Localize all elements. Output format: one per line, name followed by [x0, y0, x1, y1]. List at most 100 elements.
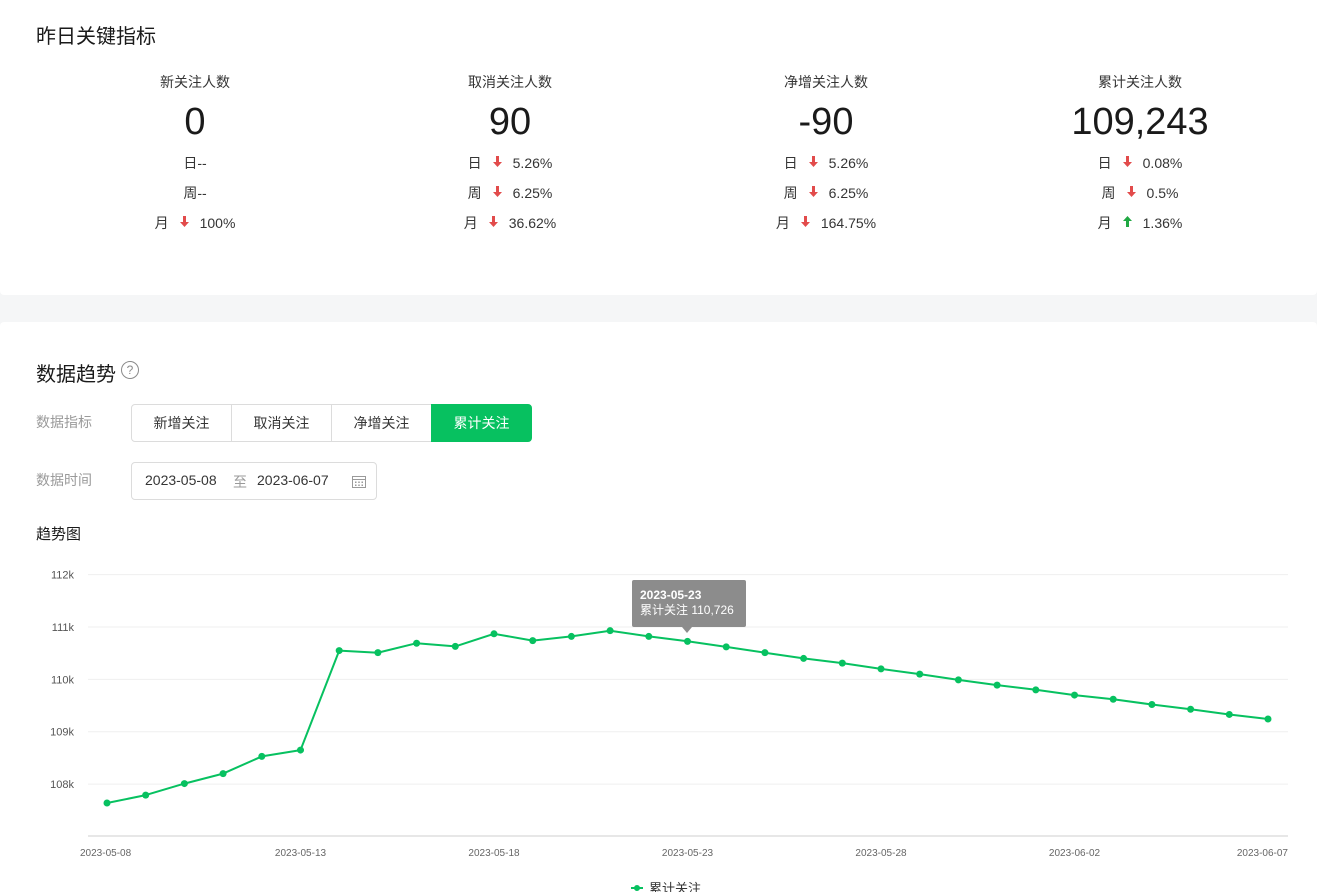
compare-period: 周 — [467, 185, 482, 201]
metric-compare-row: 周-- — [45, 176, 345, 206]
overview-card — [0, 0, 1317, 295]
metric-label: 净增关注人数 — [784, 74, 868, 90]
data-point — [1148, 701, 1156, 709]
data-point — [800, 654, 808, 662]
series-line — [106, 629, 1269, 804]
data-point — [451, 642, 459, 650]
metric-column: 新关注人数 0 日-- 周-- 月 100% — [45, 72, 345, 236]
metric-column: 净增关注人数 -90 日 5.26% 周 6.25% 月 164.75% — [676, 72, 976, 236]
tooltip-date: 2023-05-23 — [640, 588, 702, 602]
compare-period: 周-- — [183, 185, 207, 201]
compare-period: 日 — [783, 155, 798, 171]
date-end[interactable]: 2023-06-07 — [257, 472, 329, 488]
calendar-icon[interactable] — [351, 474, 367, 490]
compare-percent: 6.25% — [512, 185, 553, 201]
legend-label: 累计关注 — [649, 881, 702, 892]
x-tick-label: 2023-06-02 — [1049, 848, 1101, 859]
y-tick-label: 112k — [51, 570, 75, 582]
data-point — [297, 746, 304, 754]
metric-compare-row: 月 1.36% — [990, 206, 1290, 236]
data-point — [1071, 691, 1078, 699]
metric-value: 0 — [184, 101, 206, 143]
compare-period: 周 — [1101, 185, 1116, 201]
chart-legend[interactable]: 累计关注 — [631, 878, 701, 892]
metric-label: 取消关注人数 — [468, 74, 552, 90]
tab-total-follow[interactable]: 累计关注 — [431, 404, 532, 442]
compare-percent: 0.5% — [1146, 185, 1179, 201]
arrow-down-icon — [488, 183, 508, 203]
data-point — [529, 637, 537, 645]
compare-period: 日 — [467, 155, 482, 171]
metric-label: 新关注人数 — [160, 74, 230, 90]
compare-percent: 36.62% — [508, 215, 557, 231]
data-point — [645, 632, 653, 640]
arrow-down-icon — [804, 153, 824, 173]
data-point — [103, 799, 111, 807]
x-tick-label: 2023-05-18 — [468, 848, 520, 859]
compare-period: 日-- — [183, 155, 207, 171]
date-separator: 至 — [233, 474, 247, 490]
tab-unfollow[interactable]: 取消关注 — [231, 404, 332, 442]
compare-percent: 5.26% — [828, 155, 869, 171]
compare-percent: 6.25% — [828, 185, 869, 201]
compare-period: 日 — [1097, 155, 1112, 171]
compare-percent: 100% — [199, 215, 236, 231]
data-point — [916, 670, 924, 678]
x-tick-label: 2023-05-28 — [855, 848, 907, 859]
metric-value: -90 — [798, 101, 854, 143]
compare-period: 周 — [783, 185, 798, 201]
chart-tooltip: 2023-05-23 累计关注 110,726 — [632, 580, 746, 627]
metric-compare-row: 日 0.08% — [990, 146, 1290, 176]
data-point — [1225, 710, 1233, 718]
arrow-up-icon — [1118, 213, 1138, 233]
compare-percent: 5.26% — [512, 155, 553, 171]
tooltip-pointer — [682, 627, 692, 633]
metric-compare-row: 周 6.25% — [360, 176, 660, 206]
x-tick-label: 2023-05-13 — [275, 848, 327, 859]
data-point — [490, 630, 498, 638]
overview-title: 昨日关键指标 — [36, 26, 156, 48]
data-point — [142, 791, 150, 799]
tab-new-follow[interactable]: 新增关注 — [131, 404, 232, 442]
metric-compare-row: 日 5.26% — [360, 146, 660, 176]
compare-percent: 0.08% — [1142, 155, 1183, 171]
arrow-down-icon — [1118, 153, 1138, 173]
compare-period: 月 — [154, 215, 169, 231]
x-tick-label: 2023-05-23 — [662, 848, 714, 859]
time-label: 数据时间 — [36, 472, 92, 488]
date-range-picker[interactable]: 2023-05-08 至 2023-06-07 — [131, 462, 377, 500]
metric-value: 90 — [488, 101, 532, 143]
metric-compare-row: 周 0.5% — [990, 176, 1290, 206]
data-point — [606, 627, 614, 635]
y-tick-label: 111k — [52, 622, 75, 634]
data-point — [877, 665, 885, 673]
x-tick-label: 2023-06-07 — [1237, 848, 1289, 859]
trend-chart[interactable]: 112k 111k 110k 109k 108k 2023-05-08 2023-05-13… — [0, 555, 1317, 870]
data-point — [180, 780, 188, 788]
arrow-down-icon — [796, 213, 816, 233]
y-tick-label: 108k — [50, 779, 74, 791]
help-icon[interactable]: ? — [121, 361, 139, 379]
y-tick-label: 109k — [50, 727, 74, 739]
data-point — [954, 676, 962, 684]
tooltip-value: 累计关注 110,726 — [640, 603, 734, 617]
compare-percent: 1.36% — [1142, 215, 1183, 231]
data-point — [1109, 695, 1117, 703]
data-point — [838, 659, 846, 667]
metric-compare-row: 月 36.62% — [360, 206, 660, 236]
data-point — [722, 643, 730, 651]
metric-label: 数据指标 — [36, 414, 92, 430]
compare-period: 月 — [1097, 215, 1112, 231]
data-point — [761, 649, 769, 657]
legend-marker — [631, 884, 643, 892]
arrow-down-icon — [175, 213, 195, 233]
data-point — [1187, 705, 1195, 713]
arrow-down-icon — [804, 183, 824, 203]
chart-title: 趋势图 — [36, 526, 82, 543]
x-tick-label: 2023-05-08 — [80, 848, 132, 859]
date-start[interactable]: 2023-05-08 — [145, 472, 217, 488]
data-point — [258, 752, 266, 760]
data-point — [567, 632, 575, 640]
tab-net-follow[interactable]: 净增关注 — [331, 404, 432, 442]
compare-period: 月 — [775, 215, 790, 231]
